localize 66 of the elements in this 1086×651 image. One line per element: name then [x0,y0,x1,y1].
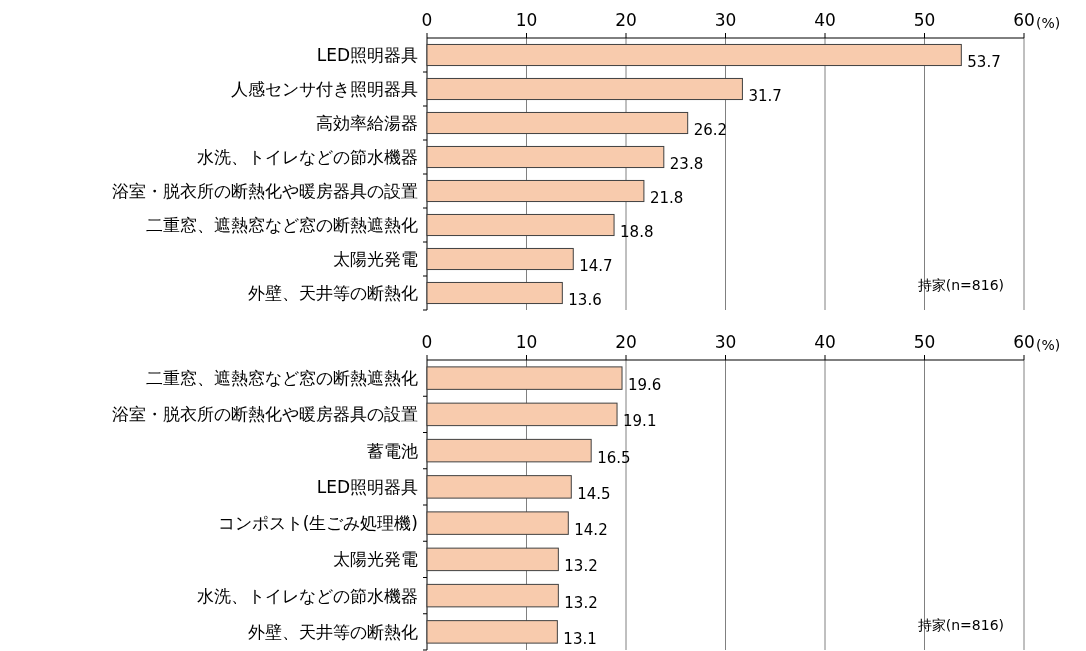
data-label: 13.6 [568,291,602,309]
x-axis-title: (%) [1036,15,1061,31]
x-tick-label: 30 [714,10,737,30]
data-label: 13.2 [564,557,598,576]
data-label: 18.8 [620,223,654,241]
bar [426,43,962,67]
bar [426,475,572,499]
bar [426,402,618,427]
data-label: 14.7 [579,257,613,275]
bar [426,281,563,305]
bar [426,583,559,608]
y-tick-label: 浴室・脱衣所の断熱化や暖房器具の設置 [112,404,418,425]
x-tick-label: 20 [615,10,637,30]
y-tick-label: 二重窓、遮熱窓など窓の断熱遮熱化 [146,368,418,389]
bar [426,179,645,203]
y-tick-label: 浴室・脱衣所の断熱化や暖房器具の設置 [112,181,418,201]
x-tick-label: 50 [913,332,936,352]
y-tick-label: LED照明器具 [316,476,418,497]
bar [426,111,689,135]
bar [426,77,743,101]
x-tick-label: 60 [1013,332,1035,352]
bar [426,366,623,390]
data-label: 23.8 [669,155,704,173]
y-tick-label: LED照明器具 [316,45,418,65]
x-tick-label: 30 [714,332,737,352]
data-label: 13.1 [563,629,597,648]
x-tick-label: 60 [1013,10,1035,30]
data-label: 14.2 [574,521,608,540]
x-tick-label: 20 [615,332,637,352]
data-label: 16.5 [597,448,631,467]
y-tick-label: 二重窓、遮熱窓など窓の断熱遮熱化 [146,215,418,235]
bar [426,620,558,644]
data-label: 19.1 [623,412,657,431]
bar [426,145,665,169]
x-tick-label: 10 [515,332,538,352]
data-label: 14.5 [577,484,611,503]
x-tick-label: 0 [421,332,433,352]
data-label: 21.8 [649,189,684,207]
bar [426,547,559,572]
y-tick-label: 太陽光発電 [333,549,418,570]
data-label: 31.7 [748,87,782,105]
x-tick-label: 10 [515,10,538,30]
y-tick-label: 蓄電池 [367,440,418,461]
data-label: 26.2 [693,121,728,139]
y-tick-label: 水洗、トイレなどの節水機器 [197,585,418,606]
y-tick-label: 高効率給湯器 [316,113,418,133]
data-label: 19.6 [628,376,662,395]
bar [426,511,569,535]
x-tick-label: 0 [421,10,433,30]
bar [426,213,615,237]
x-tick-label: 40 [814,332,836,352]
x-tick-label: 50 [913,10,936,30]
x-axis-title: (%) [1036,337,1061,353]
bar [426,438,592,463]
annotation: 持家(n=816) [917,277,1004,293]
y-tick-label: 外壁、天井等の断熱化 [248,283,418,303]
y-tick-label: コンポスト(生ごみ処理機) [217,513,418,534]
y-tick-label: 人感センサ付き照明器具 [231,79,418,99]
data-label: 53.7 [967,53,1001,71]
data-label: 13.2 [564,593,598,612]
annotation: 持家(n=816) [917,617,1004,633]
y-tick-label: 太陽光発電 [333,249,418,269]
y-tick-label: 水洗、トイレなどの節水機器 [197,147,418,167]
x-tick-label: 40 [814,10,836,30]
y-tick-label: 外壁、天井等の断熱化 [248,621,418,642]
bar [426,247,574,271]
